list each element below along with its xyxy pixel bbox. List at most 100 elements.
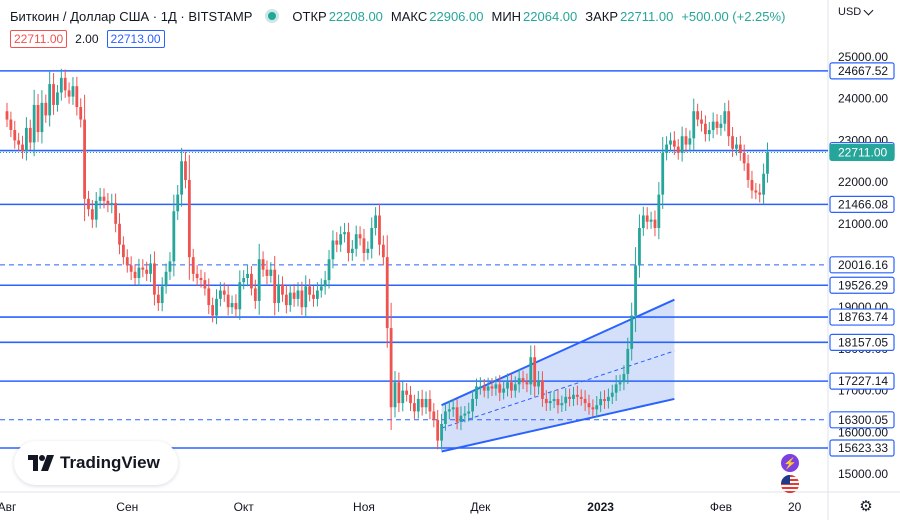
candle-body[interactable] (273, 269, 277, 304)
candle-body[interactable] (160, 286, 164, 304)
candle-body[interactable] (300, 290, 304, 308)
candle-body[interactable] (374, 215, 377, 228)
candle-body[interactable] (510, 382, 513, 391)
candle-body[interactable] (731, 136, 734, 149)
candle-body[interactable] (28, 127, 32, 143)
candle-body[interactable] (471, 398, 474, 412)
candle-body[interactable] (378, 215, 381, 245)
candle-body[interactable] (164, 271, 168, 287)
candle-body[interactable] (358, 234, 362, 239)
candle-body[interactable] (440, 423, 443, 441)
candle-body[interactable] (575, 394, 579, 397)
candle-body[interactable] (719, 123, 723, 128)
candle-body[interactable] (766, 152, 769, 174)
candle-body[interactable] (498, 384, 502, 393)
candle-body[interactable] (265, 269, 269, 276)
candle-body[interactable] (366, 248, 370, 253)
candle-body[interactable] (684, 136, 688, 145)
candle-body[interactable] (490, 386, 494, 389)
candle-body[interactable] (548, 401, 552, 404)
candle-body[interactable] (638, 227, 641, 266)
level-price-tag[interactable] (829, 411, 895, 429)
candle-body[interactable] (180, 161, 183, 195)
candle-body[interactable] (599, 398, 603, 406)
candle-body[interactable] (230, 303, 234, 308)
candle-body[interactable] (226, 294, 230, 308)
candle-body[interactable] (645, 215, 649, 222)
candle-body[interactable] (145, 269, 149, 274)
candle-body[interactable] (389, 328, 393, 408)
candle-body[interactable] (350, 248, 354, 253)
candle-body[interactable] (583, 398, 587, 404)
candle-body[interactable] (451, 407, 455, 410)
ask-price[interactable]: 22713.00 (106, 30, 165, 48)
candle-body[interactable] (156, 294, 160, 304)
candle-body[interactable] (253, 288, 257, 301)
candle-body[interactable] (413, 403, 416, 412)
candle-body[interactable] (614, 384, 618, 393)
candle-body[interactable] (141, 267, 145, 270)
candle-body[interactable] (486, 386, 490, 391)
candle-body[interactable] (459, 415, 463, 422)
candle-body[interactable] (587, 403, 591, 408)
candle-body[interactable] (277, 284, 280, 304)
candle-body[interactable] (339, 234, 343, 245)
candle-body[interactable] (742, 152, 746, 164)
candle-body[interactable] (502, 388, 506, 393)
candle-body[interactable] (114, 202, 118, 224)
candle-body[interactable] (517, 378, 521, 385)
candle-body[interactable] (661, 152, 665, 195)
candle-body[interactable] (521, 378, 525, 383)
candle-body[interactable] (40, 102, 44, 133)
candle-body[interactable] (533, 357, 537, 387)
candle-body[interactable] (475, 386, 478, 399)
candle-body[interactable] (723, 111, 727, 124)
candle-body[interactable] (296, 290, 300, 299)
candle-body[interactable] (284, 294, 288, 306)
market-status-icon[interactable] (268, 12, 277, 20)
candle-body[interactable] (641, 215, 645, 228)
candle-body[interactable] (125, 257, 129, 266)
candle-body[interactable] (537, 380, 540, 387)
candle-body[interactable] (222, 290, 226, 295)
candle-body[interactable] (409, 394, 412, 404)
level-price-tag[interactable] (829, 333, 895, 351)
candle-body[interactable] (17, 140, 21, 145)
candle-body[interactable] (603, 398, 606, 402)
tradingview-logo[interactable]: TradingView (14, 441, 178, 485)
candle-body[interactable] (354, 234, 358, 249)
candle-body[interactable] (238, 282, 242, 310)
level-price-tag[interactable] (829, 256, 895, 274)
candle-body[interactable] (48, 84, 52, 116)
candle-body[interactable] (312, 294, 315, 299)
candle-body[interactable] (455, 407, 459, 422)
candle-body[interactable] (463, 413, 467, 416)
level-price-tag[interactable] (829, 276, 895, 294)
candle-body[interactable] (711, 121, 715, 130)
candle-body[interactable] (525, 382, 529, 385)
candle-body[interactable] (281, 284, 284, 295)
candle-body[interactable] (467, 411, 471, 414)
candle-body[interactable] (630, 315, 634, 349)
candle-body[interactable] (343, 232, 346, 235)
symbol-title[interactable]: Биткоин / Доллар США · 1Д · BITSTAMP (10, 8, 253, 24)
candle-body[interactable] (118, 223, 121, 245)
candle-body[interactable] (79, 107, 83, 120)
candle-body[interactable] (560, 403, 564, 406)
candle-body[interactable] (246, 273, 249, 279)
candle-body[interactable] (149, 263, 152, 274)
candle-body[interactable] (420, 398, 424, 408)
candle-body[interactable] (67, 90, 71, 97)
candle-body[interactable] (680, 136, 684, 153)
candle-body[interactable] (704, 123, 707, 135)
candle-body[interactable] (381, 244, 385, 258)
candle-body[interactable] (579, 396, 583, 399)
candle-body[interactable] (626, 348, 630, 374)
candle-body[interactable] (261, 259, 265, 270)
candle-body[interactable] (618, 382, 622, 385)
candle-body[interactable] (59, 77, 63, 93)
candle-body[interactable] (688, 138, 692, 145)
candle-body[interactable] (288, 292, 292, 306)
candle-body[interactable] (405, 390, 409, 395)
